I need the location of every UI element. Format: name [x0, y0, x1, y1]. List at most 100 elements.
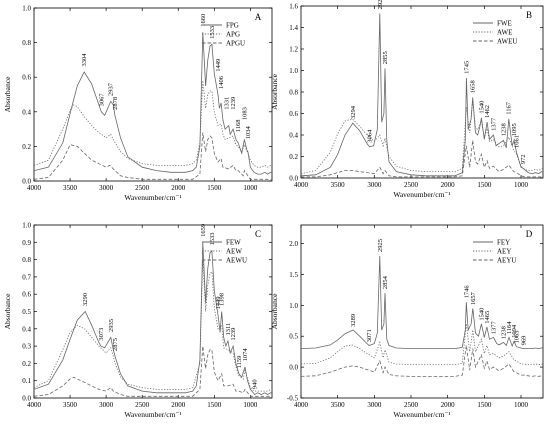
x-tick-label: 1500	[207, 184, 222, 192]
peak-label: 3290	[82, 293, 89, 306]
peak-label: 1074	[242, 348, 249, 362]
peak-label: 1533	[209, 26, 216, 39]
x-tick-label: 3500	[63, 401, 78, 409]
y-tick-label: 0.4	[22, 108, 31, 116]
x-axis-title: Wavenumber/cm⁻¹	[393, 190, 450, 199]
y-tick-label: 1.4	[289, 24, 298, 32]
y-axis-title: Absorbance	[3, 76, 12, 112]
peak-label: 3071	[366, 329, 373, 342]
peak-label: 2878	[112, 97, 119, 110]
series-line-aeyu	[301, 345, 543, 377]
panel-letter: C	[255, 229, 261, 239]
y-tick-label: 1.5	[289, 271, 298, 279]
peak-label: 3304	[81, 53, 88, 67]
y-tick-label: 0.5	[289, 333, 298, 341]
y-tick-label: 0.0	[289, 175, 298, 183]
legend-label: AEWU	[226, 257, 247, 265]
peak-label: 3064	[367, 129, 374, 143]
peak-label: 1061	[514, 135, 521, 148]
peak-label: 1239	[230, 328, 237, 341]
legend-label: AEY	[497, 248, 511, 256]
y-tick-label: 0.6	[22, 291, 31, 299]
peak-label: 3294	[350, 105, 357, 119]
peak-label: 1034	[245, 125, 252, 139]
series-line-aweu	[301, 140, 543, 178]
peak-label: 1095	[511, 123, 518, 136]
legend-label: APGU	[226, 40, 245, 48]
peak-label: 1465	[484, 311, 491, 324]
y-tick-label: 0.0	[289, 364, 298, 372]
y-tick-label: 0.5	[22, 308, 31, 316]
x-tick-label: 2500	[404, 401, 419, 409]
x-tick-label: 4000	[27, 184, 42, 192]
peak-label: 2935	[108, 319, 115, 332]
x-tick-label: 3500	[331, 181, 346, 189]
peak-label: 1167	[506, 101, 513, 115]
x-tick-label: 3000	[367, 401, 382, 409]
y-tick-label: 1.0	[289, 302, 298, 310]
x-tick-label: 2000	[441, 181, 456, 189]
y-tick-label: 0.6	[22, 74, 31, 82]
series-line-apgu	[34, 132, 272, 180]
peak-label: 2925	[377, 239, 384, 252]
x-tick-label: 3000	[99, 184, 114, 192]
x-axis-title: Wavenumber/cm⁻¹	[124, 193, 181, 202]
x-tick-label: 1500	[477, 401, 492, 409]
y-tick-label: 1.0	[289, 67, 298, 75]
y-tick-label: 0.7	[22, 273, 31, 281]
peak-label: 2854	[382, 275, 389, 289]
peak-label: 1311	[225, 323, 232, 336]
legend-label: AWE	[497, 29, 512, 37]
peak-label: 1533	[209, 232, 216, 245]
y-tick-label: 0.2	[22, 360, 31, 368]
y-tick-label: 1.6	[289, 3, 298, 11]
peak-label: 1377	[490, 320, 497, 334]
series-line-aew	[34, 259, 272, 392]
peak-label: 1331	[223, 97, 230, 110]
peak-label: 969	[520, 336, 527, 346]
y-tick-label: 0.2	[289, 153, 298, 161]
series-line-few	[34, 242, 272, 396]
y-axis-title: Absorbance	[3, 293, 12, 329]
x-tick-label: 1000	[514, 181, 529, 189]
peak-label: 1540	[478, 101, 485, 114]
x-tick-label: 2500	[135, 184, 150, 192]
x-tick-label: 2500	[135, 401, 150, 409]
peak-label: 1238	[501, 123, 508, 136]
peak-label: 1377	[490, 117, 497, 131]
y-tick-label: -0.5	[287, 395, 299, 403]
peak-label: 1658	[470, 80, 477, 93]
legend-label: FPG	[226, 22, 239, 30]
peak-label: 1449	[215, 59, 222, 72]
peak-label: 1239	[230, 97, 237, 110]
peak-label: 1746	[463, 285, 470, 299]
y-tick-label: 0.8	[22, 39, 31, 47]
x-tick-label: 4000	[27, 401, 42, 409]
x-tick-label: 2000	[171, 184, 186, 192]
x-tick-label: 3500	[331, 401, 346, 409]
x-tick-label: 1500	[477, 181, 492, 189]
panel-b: 4000 3500 3000 2500 2000 1500 1000 0.0 0.2 0.4 0.6…	[270, 0, 544, 199]
x-tick-label: 3500	[63, 184, 78, 192]
x-tick-label: 1000	[514, 401, 529, 409]
plot-frame	[300, 224, 544, 399]
x-tick-label: 2000	[171, 401, 186, 409]
peak-label: 1657	[470, 291, 477, 305]
panel-letter: D	[526, 229, 533, 239]
peak-label: 1238	[501, 326, 508, 339]
peak-label: 940	[252, 379, 259, 389]
peak-label: 2855	[382, 51, 389, 64]
y-tick-label: 0.9	[22, 239, 31, 247]
peak-label: 1659	[200, 224, 207, 237]
peak-label: 1083	[241, 107, 248, 120]
legend-label: FWE	[497, 20, 512, 28]
x-tick-label: 1000	[243, 401, 258, 409]
x-tick-label: 4000	[294, 401, 309, 409]
x-axis-title: Wavenumber/cm⁻¹	[393, 410, 450, 419]
plot-frame	[33, 7, 273, 182]
panel-a: 4000 3500 3000 2500 2000 1500 1000 0.0 0.2 0.4 0.6…	[3, 5, 273, 202]
peak-label: 1159	[236, 356, 243, 369]
y-tick-label: 0.1	[22, 377, 31, 385]
peak-label: 3067	[98, 93, 105, 107]
